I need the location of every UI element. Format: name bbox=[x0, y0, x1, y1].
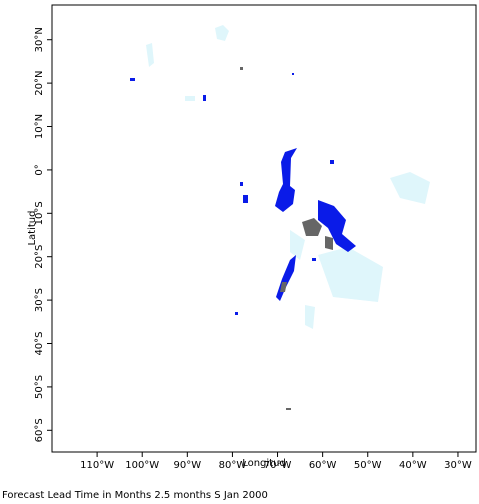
y-tick-label: 10°N bbox=[34, 114, 45, 139]
y-tick-label: 0° bbox=[34, 164, 45, 175]
x-tick-label: 100°W bbox=[125, 460, 159, 471]
x-tick-label: 50°W bbox=[354, 460, 382, 471]
x-tick-label: 80°W bbox=[219, 460, 247, 471]
x-tick-label: 110°W bbox=[80, 460, 114, 471]
y-tick-label: 40°S bbox=[34, 331, 45, 355]
x-tick-label: 60°W bbox=[309, 460, 337, 471]
y-tick-label: 20°N bbox=[34, 71, 45, 96]
y-axis-label: Latitud bbox=[27, 210, 38, 245]
gray-regions bbox=[240, 67, 333, 410]
light-regions bbox=[146, 25, 430, 329]
caption: Forecast Lead Time in Months 2.5 months … bbox=[2, 490, 268, 501]
y-tick-label: 30°N bbox=[34, 27, 45, 52]
x-axis-label: Longitud bbox=[242, 458, 286, 469]
x-tick-label: 30°W bbox=[444, 460, 472, 471]
y-tick-label: 30°S bbox=[34, 288, 45, 312]
y-tick-label: 60°S bbox=[34, 418, 45, 442]
plot-frame bbox=[51, 4, 477, 453]
x-tick-label: 40°W bbox=[399, 460, 427, 471]
x-tick-label: 90°W bbox=[174, 460, 202, 471]
y-tick-label: 20°S bbox=[34, 245, 45, 269]
y-tick-label: 50°S bbox=[34, 375, 45, 399]
y-tick-label: 10°S bbox=[34, 201, 45, 225]
x-tick-label: 70°W bbox=[264, 460, 292, 471]
